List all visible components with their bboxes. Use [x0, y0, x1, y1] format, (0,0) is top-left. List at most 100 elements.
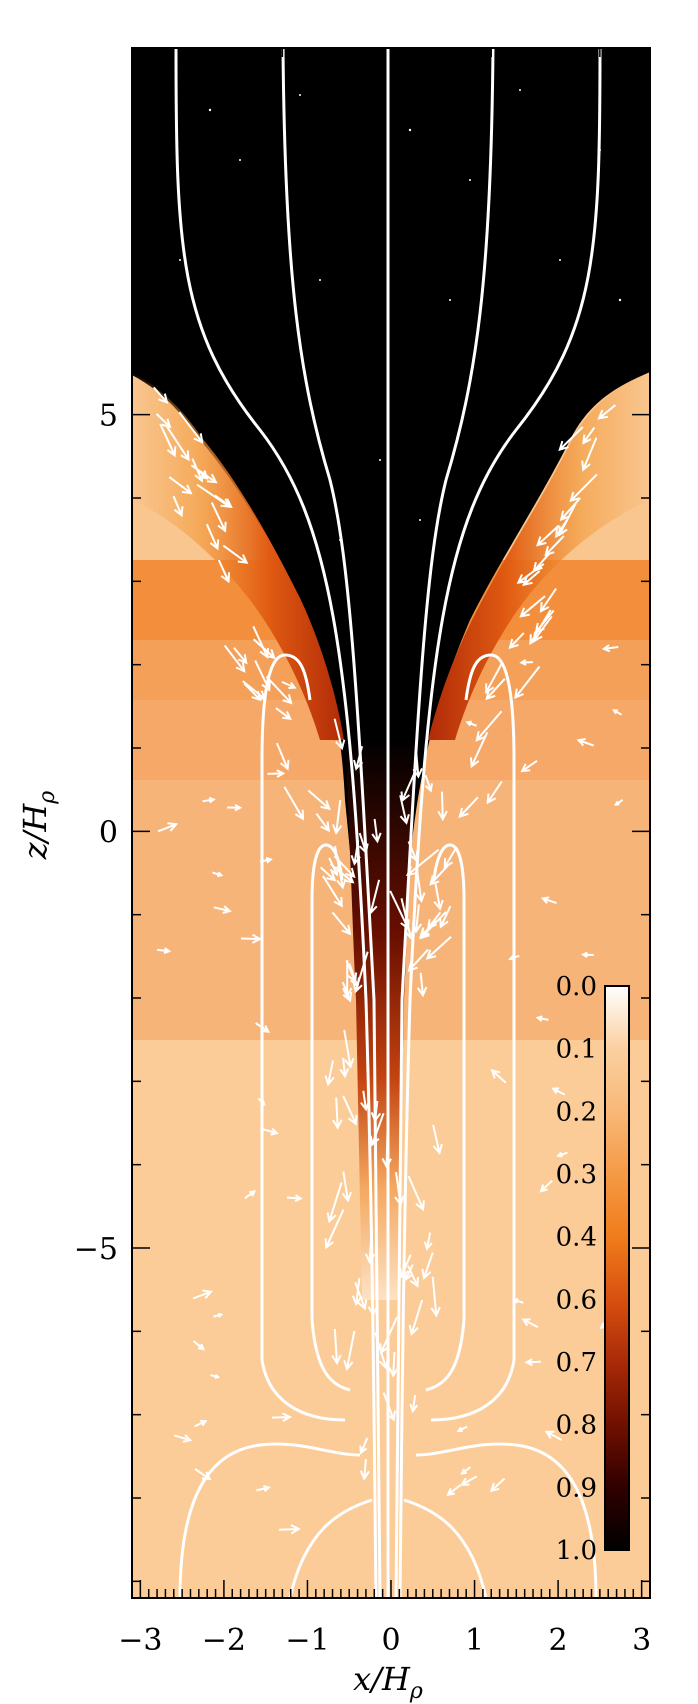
velocity-arrow	[192, 1340, 206, 1351]
velocity-arrow	[328, 857, 339, 877]
velocity-arrow	[371, 818, 382, 844]
field-line	[260, 653, 312, 1360]
velocity-arrow	[332, 1097, 343, 1130]
velocity-arrow	[341, 1171, 352, 1203]
velocity-arrow	[576, 738, 595, 747]
velocity-arrow	[581, 437, 598, 472]
velocity-arrow	[427, 911, 442, 930]
field-line	[310, 843, 344, 1321]
velocity-arrow	[342, 1095, 358, 1126]
velocity-arrow	[433, 882, 444, 911]
velocity-arrow	[508, 954, 520, 961]
x-axis-title: x/Hρ	[353, 1660, 423, 1704]
velocity-arrow	[205, 523, 220, 551]
velocity-arrow	[254, 660, 271, 692]
velocity-arrow	[405, 848, 440, 877]
velocity-arrow	[210, 502, 227, 533]
velocity-arrow	[343, 1029, 355, 1069]
velocity-arrow	[242, 680, 267, 701]
velocity-arrow	[353, 745, 364, 771]
velocity-arrow	[275, 707, 292, 721]
x-tick-label: −2	[202, 1623, 246, 1658]
velocity-arrow	[157, 822, 179, 833]
y-tick-label: −5	[74, 1232, 118, 1267]
velocity-arrow	[210, 1373, 221, 1379]
velocity-arrow	[430, 1276, 441, 1318]
velocity-arrow	[404, 1264, 414, 1282]
velocity-arrow	[432, 1124, 443, 1155]
x-tick-label: 2	[549, 1623, 568, 1658]
heatmap	[132, 48, 650, 1598]
x-tick-label: −3	[118, 1623, 162, 1658]
velocity-arrow	[194, 1419, 208, 1428]
velocity-arrow	[322, 875, 343, 908]
velocity-arrow	[490, 1069, 507, 1084]
field-line	[394, 48, 495, 1598]
velocity-arrow	[213, 905, 232, 914]
velocity-arrow	[535, 1015, 549, 1022]
velocity-arrow	[456, 1425, 468, 1433]
velocity-arrow	[307, 789, 331, 811]
velocity-arrow	[343, 1330, 356, 1371]
velocity-arrow	[351, 1277, 363, 1307]
velocity-arrow	[202, 796, 216, 804]
velocity-arrow	[446, 1484, 461, 1496]
velocity-arrow	[519, 659, 533, 666]
velocity-arrow	[352, 951, 369, 994]
velocity-arrow	[286, 1194, 303, 1203]
velocity-arrow	[601, 644, 619, 653]
velocity-arrow	[152, 386, 169, 404]
velocity-arrow	[394, 1172, 405, 1207]
velocity-arrow	[333, 718, 346, 751]
field-line	[260, 1359, 346, 1422]
velocity-arrow	[475, 710, 503, 742]
velocity-arrow	[612, 709, 623, 716]
velocity-arrow	[166, 426, 190, 462]
velocity-arrow	[358, 832, 369, 855]
velocity-arrow	[580, 951, 594, 958]
field-line	[178, 1442, 361, 1598]
field-line	[398, 48, 602, 1598]
velocity-arrow	[400, 898, 415, 941]
velocity-arrow	[319, 866, 337, 882]
field-line	[464, 653, 516, 1361]
velocity-arrow	[223, 644, 246, 673]
velocity-arrow	[262, 1127, 279, 1136]
velocity-arrow	[370, 1100, 382, 1123]
velocity-arrow	[486, 780, 503, 805]
colorbar-tick-label: 0.2	[556, 1097, 597, 1127]
velocity-arrow	[342, 960, 353, 999]
velocity-arrow	[257, 1097, 266, 1106]
velocity-arrow	[359, 1459, 370, 1481]
velocity-arrow	[539, 588, 557, 613]
velocity-arrow	[265, 675, 293, 705]
velocity-arrow	[367, 879, 381, 915]
velocity-arrow	[326, 1182, 343, 1224]
velocity-arrow	[227, 804, 243, 812]
colorbar-tick-label: 0.4	[556, 1223, 597, 1253]
velocity-arrow	[544, 535, 565, 557]
velocity-arrow	[539, 1179, 553, 1193]
field-line	[288, 1498, 373, 1598]
velocity-arrow	[425, 935, 452, 960]
velocity-arrow	[256, 1484, 271, 1493]
velocity-arrow	[439, 905, 452, 929]
velocity-arrow	[409, 1394, 419, 1414]
velocity-arrow	[315, 813, 331, 833]
velocity-arrow	[555, 520, 568, 539]
velocity-arrow	[416, 972, 428, 998]
colorbar-tick-label: 0.3	[556, 1160, 597, 1190]
velocity-arrow	[460, 1466, 472, 1475]
velocity-arrow	[597, 404, 617, 420]
central-core	[345, 740, 415, 1300]
velocity-arrow	[360, 1090, 370, 1112]
x-tick-labels: −3 −2 −1 0 1 2 3	[118, 1623, 651, 1658]
velocity-arrow	[519, 595, 546, 618]
x-tick-label: 0	[381, 1623, 400, 1658]
velocity-arrow	[339, 1057, 350, 1079]
velocity-arrow	[267, 769, 286, 778]
velocity-arrow	[191, 458, 204, 483]
velocity-arrow	[168, 476, 193, 495]
velocity-arrow	[532, 553, 550, 573]
